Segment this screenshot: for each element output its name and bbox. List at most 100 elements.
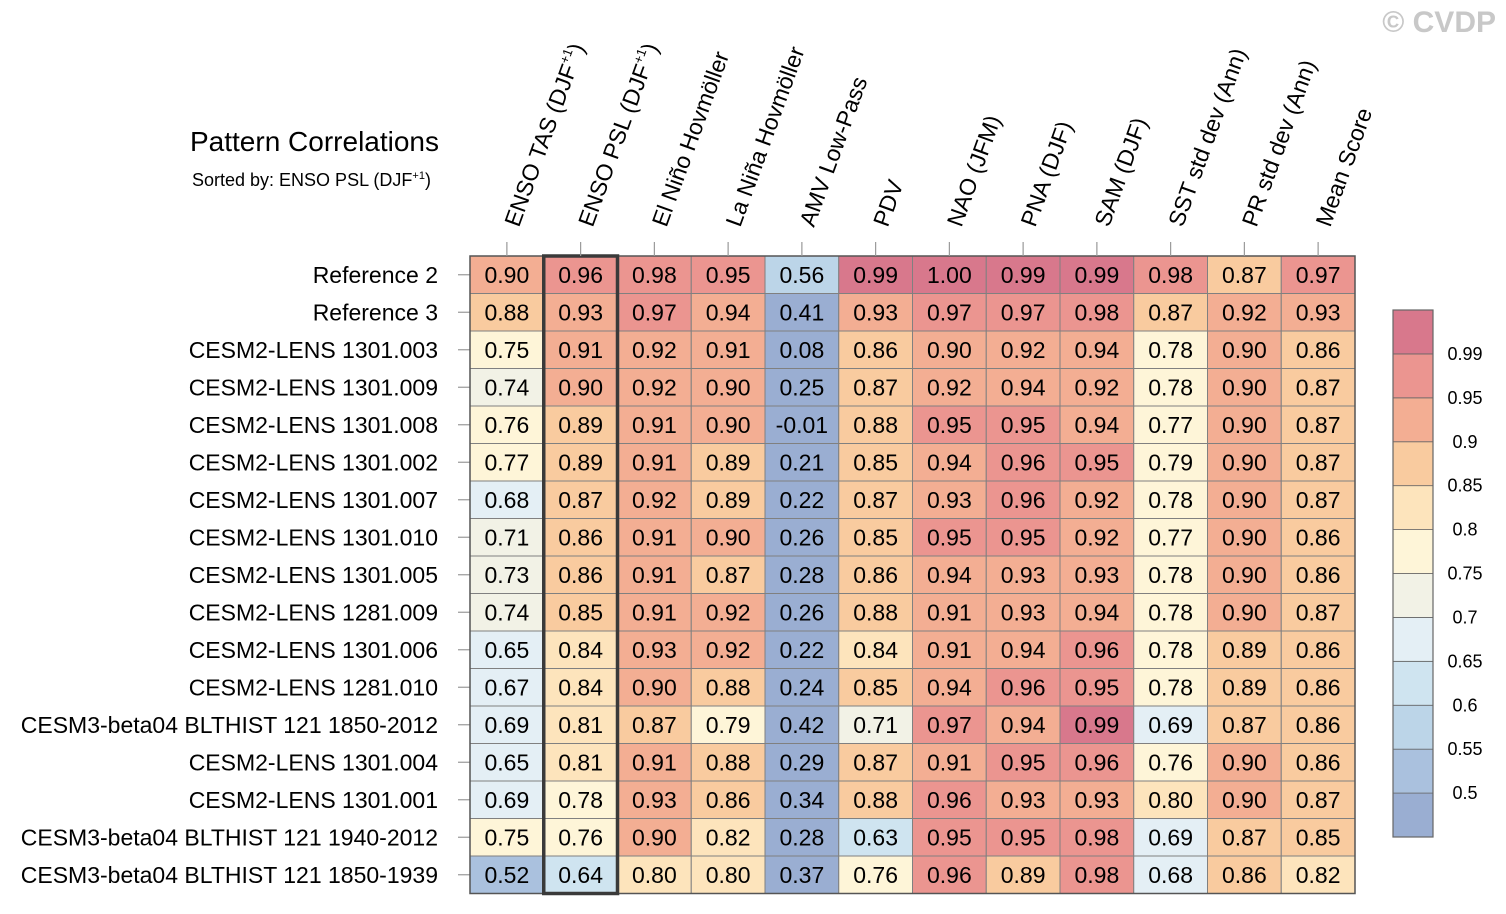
heatmap-cell [1280,855,1356,894]
cell-value: 0.96 [927,787,972,813]
cell-value: 0.92 [1222,299,1267,325]
row-label: CESM3-beta04 BLTHIST 121 1850-1939 [21,862,438,888]
cell-value: 0.93 [927,487,972,513]
cell-value: 0.87 [1222,262,1267,288]
heatmap-cell [1133,555,1208,594]
cell-value: 0.80 [1148,787,1193,813]
heatmap-cell [469,743,545,782]
cell-value: 0.99 [1001,262,1046,288]
cell-value: 0.91 [632,562,677,588]
heatmap-cell [912,780,987,819]
cell-value: 0.92 [632,487,677,513]
column-label: ENSO PSL (DJF+1) [572,39,663,230]
cell-value: 0.84 [558,674,603,700]
colorbar-segment [1392,353,1434,399]
cell-value: 0.95 [1074,674,1119,700]
heatmap-cell [838,368,913,407]
column-label: El Niño Hovmöller [647,48,734,230]
cell-value: 0.21 [779,449,824,475]
cell-value: 0.77 [1148,524,1193,550]
cell-value: 0.91 [927,637,972,663]
heatmap-cell [1207,780,1282,819]
cell-value: 0.92 [1074,524,1119,550]
cell-value: 0.94 [706,299,751,325]
heatmap-cell [690,780,766,819]
cell-value: 0.89 [706,487,751,513]
cell-value: 0.76 [558,824,603,850]
row-label: CESM2-LENS 1301.003 [189,337,438,363]
cell-value: 0.90 [1222,337,1267,363]
cell-value: 0.87 [558,487,603,513]
heatmap-cell [617,405,692,444]
cell-value: 0.98 [1074,299,1119,325]
cell-value: 0.82 [1296,862,1341,888]
colorbar-segment [1392,441,1434,487]
cell-value: 0.94 [1001,374,1046,400]
cell-value: 0.90 [927,337,972,363]
watermark-logo: © CVDP [1382,6,1496,39]
heatmap-cell [617,555,692,594]
cell-value: 0.77 [484,449,529,475]
heatmap-cell [838,293,913,332]
colorbar-label: 0.9 [1452,432,1477,452]
cell-value: 0.86 [558,562,603,588]
column-label: ENSO TAS (DJF+1) [498,39,589,229]
cell-value: 0.78 [1148,599,1193,625]
column-label: AMV Low-Pass [794,73,872,230]
heatmap-cell [690,330,766,369]
cell-value: 0.88 [853,787,898,813]
cell-value: 0.86 [1296,337,1341,363]
column-label: PNA (DJF) [1015,118,1077,230]
cell-value: 0.93 [632,787,677,813]
cell-value: 0.67 [484,674,529,700]
column-label-sup: +1 [556,46,575,65]
row-label: CESM2-LENS 1301.006 [189,637,438,663]
cell-value: 0.91 [632,449,677,475]
heatmap-cell [1280,293,1356,332]
column-label-text: SAM (DJF) [1089,114,1152,230]
heatmap-cell [764,405,840,444]
heatmap-cell [1133,780,1208,819]
cell-value: 0.79 [706,712,751,738]
heatmap-cell [690,630,766,669]
column-label-text: Mean Score [1310,104,1377,229]
cell-value: 0.95 [927,524,972,550]
cell-value: 0.85 [853,524,898,550]
heatmap-cell [1059,668,1135,707]
cell-value: 0.90 [1222,749,1267,775]
heatmap-cell [912,255,987,294]
cell-value: 0.85 [853,674,898,700]
cell-value: 0.93 [1001,599,1046,625]
heatmap-cell [1059,293,1135,332]
cell-value: 0.86 [1296,637,1341,663]
heatmap-cell [985,255,1061,294]
cell-value: 0.90 [632,824,677,850]
cell-value: 0.95 [927,824,972,850]
heatmap-cell [543,780,618,819]
cell-value: 0.69 [1148,824,1193,850]
row-label: CESM2-LENS 1301.002 [189,449,438,475]
cell-value: 0.92 [1074,487,1119,513]
cell-value: 0.94 [927,674,972,700]
heatmap-cell [617,780,692,819]
cell-value: 0.94 [1001,637,1046,663]
heatmap-cell [617,593,692,632]
heatmap-cell [838,668,913,707]
cell-value: 0.42 [779,712,824,738]
heatmap-cell [1059,443,1135,482]
heatmap-cell [838,555,913,594]
cell-value: 0.73 [484,562,529,588]
cell-value: 0.86 [1222,862,1267,888]
cell-value: 0.89 [558,412,603,438]
colorbar-frame [1392,309,1434,838]
cell-value: 0.92 [632,337,677,363]
colorbar-label: 0.7 [1452,607,1477,627]
heatmap-cell [690,518,766,557]
colorbar-segment [1392,529,1434,574]
cell-value: 0.08 [779,337,824,363]
cell-value: 0.79 [1148,449,1193,475]
heatmap-cell [1207,480,1282,519]
subtitle-suffix: ) [424,170,431,190]
heatmap-cell [985,293,1061,332]
cell-value: 0.86 [1296,562,1341,588]
